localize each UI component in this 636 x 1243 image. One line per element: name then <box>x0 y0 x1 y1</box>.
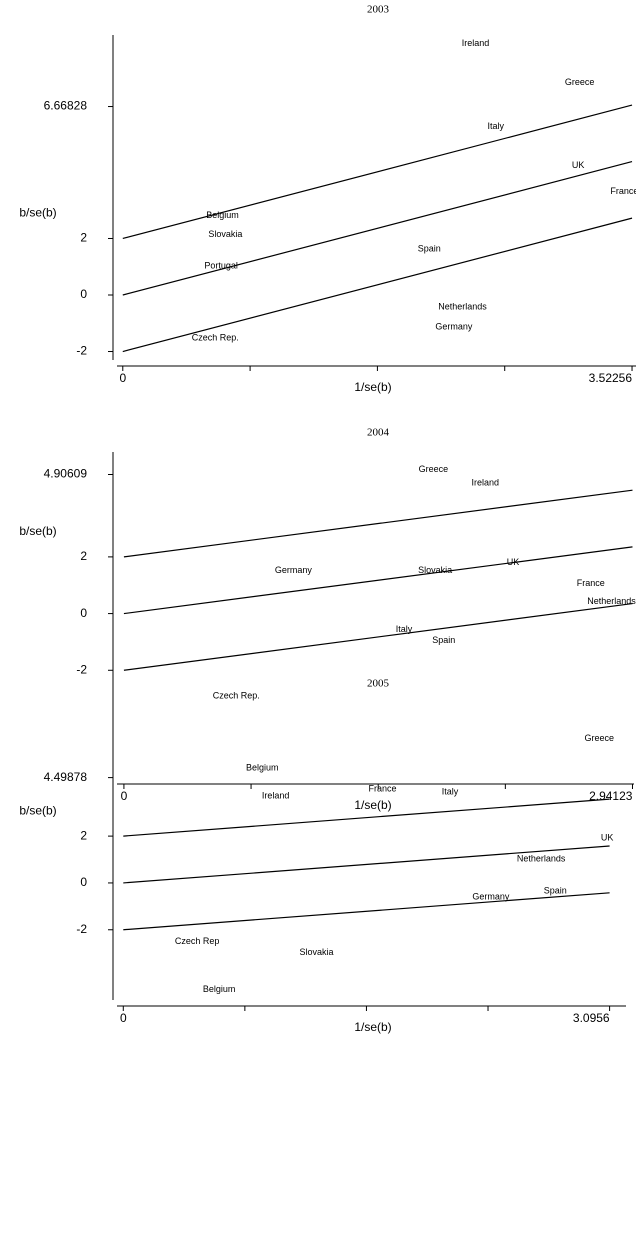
point-label: Ireland <box>472 477 500 487</box>
point-label: Portugal <box>204 260 238 270</box>
point-label: Belgium <box>206 210 239 220</box>
point-label: Netherlands <box>587 596 636 606</box>
point-label: UK <box>572 160 585 170</box>
point-label: Belgium <box>246 763 279 773</box>
point-label: France <box>610 186 636 196</box>
point-label: Greece <box>419 464 449 474</box>
point-label: Spain <box>432 635 455 645</box>
panel: 2004 -2 0 2 4.90609 0 2.94123 b/se(b) 1/se(b) Gre… <box>19 427 636 813</box>
point-label: UK <box>601 833 614 843</box>
point-label: Spain <box>418 243 441 253</box>
reference-line <box>123 892 610 931</box>
x-axis-label: 1/se(b) <box>354 798 391 812</box>
point-label: Ireland <box>462 38 490 48</box>
point-label: Greece <box>585 733 615 743</box>
reference-line <box>122 161 633 296</box>
reference-line <box>123 798 610 837</box>
x-tick-label: 3.0956 <box>573 1011 610 1025</box>
y-axis-label: b/se(b) <box>19 803 56 817</box>
point-label: Czech Rep <box>175 936 220 946</box>
y-tick-label: 4.49878 <box>44 770 88 784</box>
chart-title: 2004 <box>367 427 390 439</box>
reference-line <box>123 546 633 615</box>
x-tick-label: 3.52256 <box>589 371 633 385</box>
x-axis-label: 1/se(b) <box>354 1020 391 1034</box>
y-tick-label: 2 <box>80 231 87 245</box>
x-axis-label: 1/se(b) <box>354 380 391 394</box>
chart-title: 2003 <box>367 4 390 16</box>
y-tick-label: -2 <box>76 922 87 936</box>
reference-line <box>123 845 610 884</box>
point-label: Belgium <box>203 984 236 994</box>
point-label: Italy <box>396 624 413 634</box>
x-tick-label: 0 <box>121 789 128 803</box>
y-tick-label: 2 <box>80 549 87 563</box>
point-label: Netherlands <box>517 853 566 863</box>
point-label: France <box>368 784 396 794</box>
reference-line <box>123 489 633 558</box>
point-label: Italy <box>488 121 505 131</box>
point-label: Netherlands <box>438 302 487 312</box>
x-tick-label: 0 <box>120 1011 127 1025</box>
y-tick-label: 2 <box>80 828 87 842</box>
y-axis-label: b/se(b) <box>19 524 56 538</box>
y-tick-label: 0 <box>80 287 87 301</box>
chart-title: 2005 <box>367 678 390 690</box>
x-tick-label: 2.94123 <box>589 789 633 803</box>
point-label: Slovakia <box>418 565 452 575</box>
reference-line <box>123 602 633 671</box>
point-label: Germany <box>275 565 313 575</box>
y-tick-label: 4.90609 <box>44 467 88 481</box>
panel: 2005 -2 0 2 4.49878 0 3.0956 b/se(b) 1/se(b) Gree… <box>19 678 626 1034</box>
y-tick-label: 6.66828 <box>44 99 88 113</box>
reference-line <box>122 217 633 353</box>
reference-line <box>122 104 633 240</box>
point-label: Czech Rep. <box>192 332 239 342</box>
y-tick-label: -2 <box>76 662 87 676</box>
y-tick-label: -2 <box>76 344 87 358</box>
x-tick-label: 0 <box>119 371 126 385</box>
point-label: Germany <box>435 321 473 331</box>
y-tick-label: 0 <box>80 875 87 889</box>
point-label: Spain <box>544 885 567 895</box>
point-label: Ireland <box>262 791 290 801</box>
point-label: Germany <box>472 891 510 901</box>
point-label: Slovakia <box>299 947 333 957</box>
point-label: Italy <box>442 787 459 797</box>
panel: 2003 -2 0 2 6.66828 0 3.52256 b/se(b) 1/se(b) Ire… <box>19 4 636 394</box>
point-label: Greece <box>565 77 595 87</box>
point-label: France <box>577 578 605 588</box>
point-label: Czech Rep. <box>213 691 260 701</box>
y-tick-label: 0 <box>80 606 87 620</box>
point-label: Slovakia <box>208 229 242 239</box>
y-axis-label: b/se(b) <box>19 206 56 220</box>
point-label: UK <box>507 557 520 567</box>
